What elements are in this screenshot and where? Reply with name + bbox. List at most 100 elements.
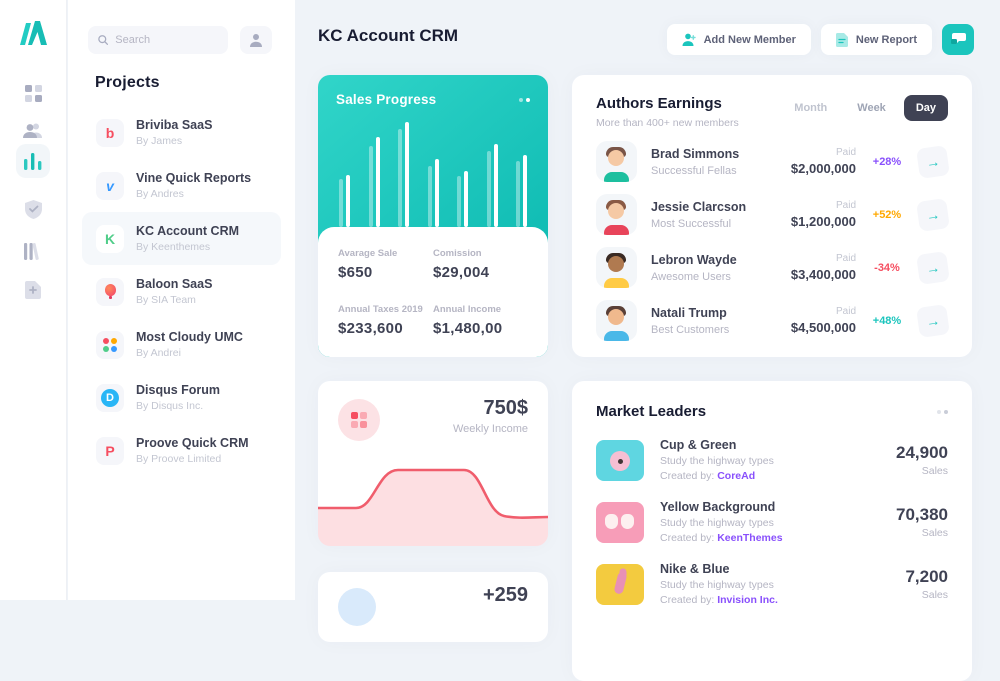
leader-creator-link[interactable]: Invision Inc. <box>717 594 778 606</box>
leader-row[interactable]: Yellow Background Study the highway type… <box>596 500 948 544</box>
project-icon: b <box>96 118 124 147</box>
project-title: Disqus Forum <box>136 383 221 397</box>
avatar <box>596 300 637 341</box>
paid-amount: $3,400,000 <box>790 267 856 282</box>
grid-icon <box>24 84 42 102</box>
main-content: KC Account CRM Add New Member New Report <box>295 0 1000 681</box>
rail-library-button[interactable] <box>16 234 50 268</box>
project-row-vine[interactable]: v Vine Quick Reports By Andres <box>82 159 281 212</box>
bar-pair <box>368 136 380 227</box>
project-row-briviba[interactable]: b Briviba SaaS By James <box>82 106 281 159</box>
logo-icon <box>20 21 47 45</box>
partial-stat-value: +259 <box>482 584 528 606</box>
leader-title: Cup & Green <box>660 438 737 452</box>
market-leaders-title: Market Leaders <box>596 403 707 420</box>
project-title: Most Cloudy UMC <box>136 330 243 344</box>
leader-sales: 70,380 <box>896 505 948 524</box>
arrow-icon: → <box>924 311 942 330</box>
leaders-menu-dots[interactable] <box>937 409 948 414</box>
person-plus-icon <box>682 33 696 46</box>
arrow-icon: → <box>924 205 942 224</box>
leader-row[interactable]: Cup & Green Study the highway types Crea… <box>596 438 948 482</box>
project-title: Briviba SaaS <box>136 118 213 132</box>
disqus-icon: D <box>101 388 119 407</box>
project-subtitle: By Andres <box>136 188 184 200</box>
earnings-desc: Successful Fellas <box>651 164 737 177</box>
search-box[interactable] <box>88 26 228 54</box>
avatar <box>596 141 637 182</box>
sales-progress-title: Sales Progress <box>336 92 437 107</box>
earnings-row: Jessie Clarcson Most Successful Paid $1,… <box>596 194 950 235</box>
search-icon <box>98 35 109 45</box>
app-logo[interactable] <box>15 16 51 50</box>
squares-icon <box>351 412 367 428</box>
sales-bars <box>339 121 527 227</box>
leader-title: Nike & Blue <box>660 562 730 576</box>
earnings-delta: +28% <box>872 155 902 168</box>
leader-creator-link[interactable]: KeenThemes <box>717 532 783 544</box>
leader-title: Yellow Background <box>660 500 776 514</box>
project-icon <box>96 277 124 306</box>
color-dots-icon <box>103 337 117 352</box>
project-subtitle: By Disqus Inc. <box>136 400 204 412</box>
search-input[interactable] <box>115 34 218 46</box>
rail-dashboard-button[interactable] <box>16 76 50 110</box>
masks-image <box>605 513 634 529</box>
icon-rail <box>0 0 67 600</box>
project-row-most-cloudy[interactable]: Most Cloudy UMC By Andrei <box>82 318 281 371</box>
tab-day[interactable]: Day <box>903 95 948 121</box>
arrow-icon: → <box>924 152 942 171</box>
paid-amount: $1,200,000 <box>790 214 856 229</box>
weekly-income-amount: 750$ <box>483 397 529 419</box>
row-arrow-button[interactable]: → <box>916 197 950 232</box>
earnings-subtitle: More than 400+ new members <box>596 117 739 129</box>
users-icon <box>23 123 42 138</box>
authors-earnings-card: Authors Earnings More than 400+ new memb… <box>572 75 972 357</box>
project-subtitle: By Keenthemes <box>136 241 211 253</box>
project-title: Proove Quick CRM <box>136 436 249 450</box>
tab-month[interactable]: Month <box>782 95 839 121</box>
leader-desc: Study the highway types <box>660 517 774 529</box>
project-title: Baloon SaaS <box>136 277 213 291</box>
bar-pair <box>486 144 498 227</box>
earnings-delta: +52% <box>872 208 902 221</box>
report-file-icon <box>835 32 848 47</box>
project-row-kc-account-crm[interactable]: K KC Account CRM By Keenthemes <box>82 212 281 265</box>
add-new-member-button[interactable]: Add New Member <box>666 24 811 55</box>
tab-week[interactable]: Week <box>845 95 898 121</box>
project-row-proove[interactable]: P Proove Quick CRM By Proove Limited <box>82 424 281 477</box>
leader-row[interactable]: Nike & Blue Study the highway types Crea… <box>596 562 948 606</box>
leader-created: Created by: KeenThemes <box>660 532 783 544</box>
earnings-name: Brad Simmons <box>651 146 740 161</box>
hand-image <box>613 570 628 595</box>
market-leaders-card: Market Leaders Cup & Green Study the hig… <box>572 381 972 681</box>
earnings-name: Natali Trump <box>651 305 727 320</box>
paid-amount: $4,500,000 <box>790 320 856 335</box>
project-icon: D <box>96 383 124 412</box>
account-button[interactable] <box>240 26 272 54</box>
chat-button[interactable] <box>942 24 974 55</box>
sales-menu-dots[interactable] <box>519 97 530 102</box>
project-row-disqus[interactable]: D Disqus Forum By Disqus Inc. <box>82 371 281 424</box>
row-arrow-button[interactable]: → <box>916 250 950 285</box>
leader-thumb <box>596 563 644 605</box>
earnings-delta: +48% <box>872 314 902 327</box>
leader-created: Created by: CoreAd <box>660 470 756 482</box>
rail-users-button[interactable] <box>16 113 50 147</box>
row-arrow-button[interactable]: → <box>916 303 950 338</box>
library-icon <box>24 242 39 260</box>
project-title: Vine Quick Reports <box>136 171 252 185</box>
leader-creator-link[interactable]: CoreAd <box>717 470 756 482</box>
projects-sidebar: Projects b Briviba SaaS By James v Vine … <box>68 0 295 600</box>
rail-security-button[interactable] <box>16 192 50 226</box>
bar-chart-icon <box>24 152 42 170</box>
rail-charts-button-active[interactable] <box>16 144 50 178</box>
new-report-button[interactable]: New Report <box>820 24 932 55</box>
header-actions: Add New Member New Report <box>666 24 974 55</box>
project-row-baloon[interactable]: Baloon SaaS By SIA Team <box>82 265 281 318</box>
rail-new-file-button[interactable] <box>16 273 50 307</box>
leader-thumb <box>596 501 644 543</box>
weekly-area-line <box>318 468 548 519</box>
row-arrow-button[interactable]: → <box>916 144 950 179</box>
weekly-area-fill <box>318 470 548 546</box>
